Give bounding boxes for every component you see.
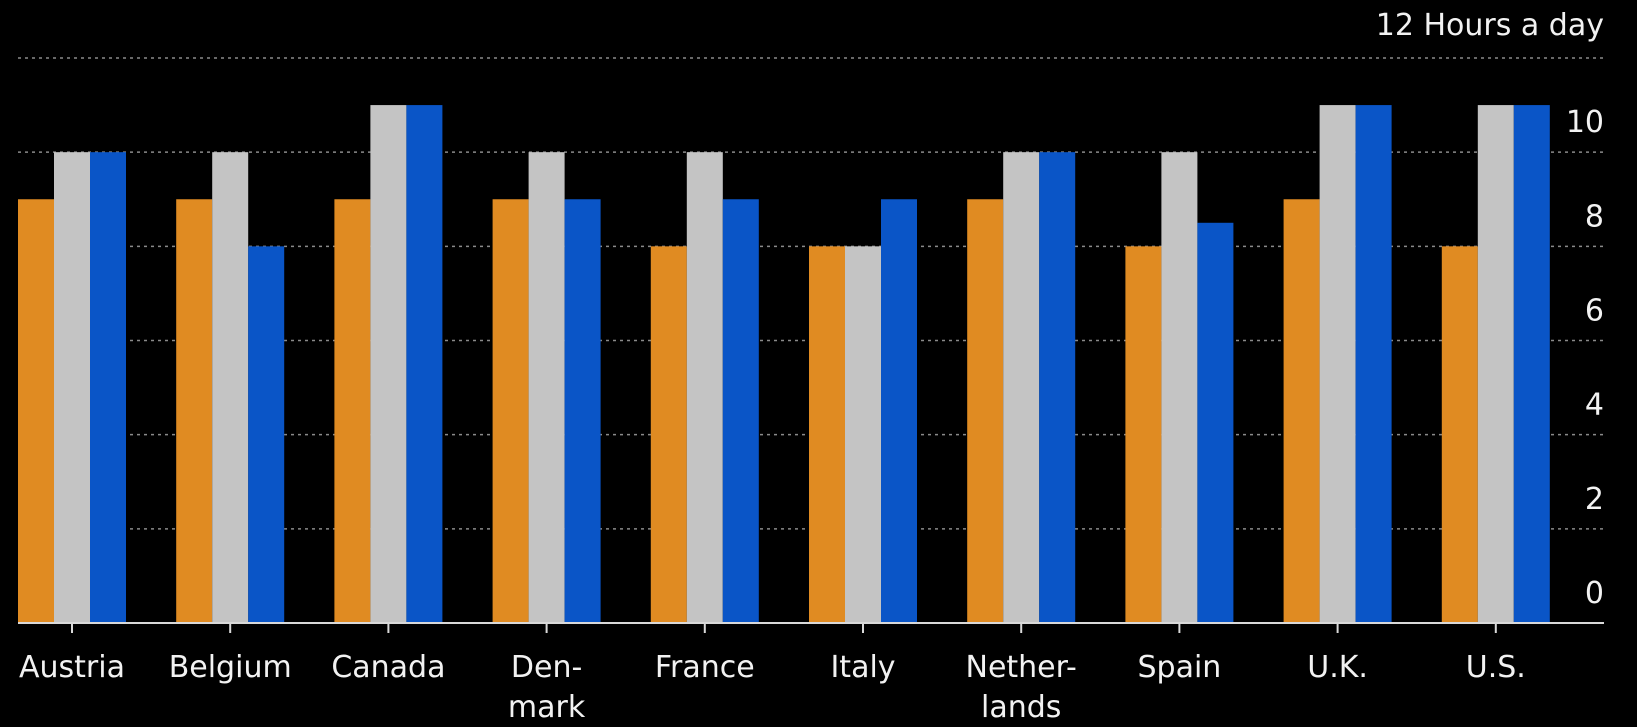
axis-unit-label: 12 Hours a day <box>1376 8 1604 43</box>
bar-3 <box>248 246 285 624</box>
bar-2 <box>686 152 723 623</box>
bar-1 <box>1283 199 1320 623</box>
y-tick-label: 8 <box>1585 199 1604 234</box>
x-tick-label: Austria <box>19 650 125 685</box>
bar-3 <box>1355 105 1392 624</box>
bar-2 <box>54 152 90 623</box>
bar-1 <box>176 199 213 623</box>
bar-2 <box>1319 105 1356 624</box>
x-tick-label: Nether-lands <box>966 650 1077 723</box>
bar-2 <box>1003 152 1040 623</box>
x-tick-label: Belgium <box>169 650 292 685</box>
x-tick-label: Spain <box>1137 650 1221 685</box>
x-tick-label: U.S. <box>1466 650 1526 685</box>
bar-1 <box>1125 246 1162 624</box>
y-tick-label: 4 <box>1585 388 1604 423</box>
bar-3 <box>564 199 601 623</box>
bar-1 <box>650 246 687 624</box>
x-tick-label: Italy <box>830 650 895 685</box>
x-tick-label: Den-mark <box>508 650 586 723</box>
x-tick-label: Canada <box>331 650 445 685</box>
bar-3 <box>1513 105 1550 624</box>
bar-1 <box>492 199 529 623</box>
bar-2 <box>528 152 565 623</box>
bar-1 <box>18 199 54 623</box>
bar-1 <box>967 199 1004 623</box>
bars <box>18 105 1550 624</box>
bar-2 <box>1161 152 1198 623</box>
bar-1 <box>809 246 845 624</box>
bar-3 <box>1197 222 1234 623</box>
bar-3 <box>881 199 917 623</box>
y-tick-label: 6 <box>1585 294 1604 329</box>
x-tick-label: U.K. <box>1307 650 1368 685</box>
bar-3 <box>1039 152 1076 623</box>
y-tick-label: 2 <box>1585 482 1604 517</box>
bar-2 <box>845 246 881 624</box>
bar-1 <box>334 199 371 623</box>
bar-2 <box>1477 105 1514 624</box>
bar-2 <box>212 152 249 623</box>
bar-3 <box>406 105 443 624</box>
y-tick-label: 10 <box>1566 105 1604 140</box>
bar-3 <box>722 199 759 623</box>
axes: Austria Belgium Canada Den-mark France Italy N… <box>18 105 1604 725</box>
bar-1 <box>1441 246 1478 624</box>
bar-2 <box>370 105 407 624</box>
y-tick-label: 0 <box>1585 576 1604 611</box>
bar-3 <box>90 152 126 623</box>
x-tick-label: France <box>655 650 755 685</box>
